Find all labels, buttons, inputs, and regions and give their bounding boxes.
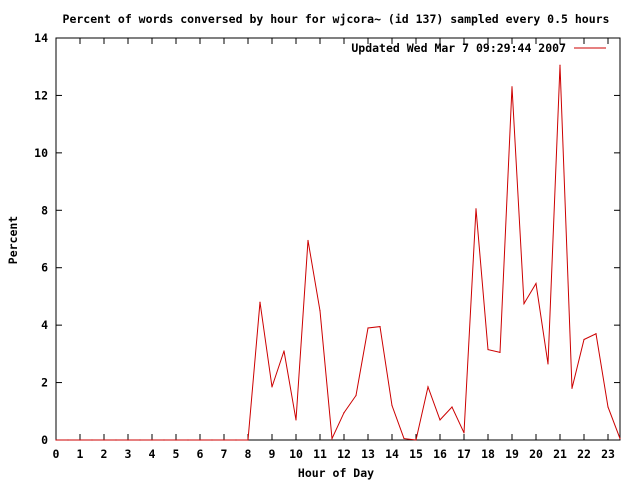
data-point [619, 437, 621, 440]
data-point [175, 439, 177, 441]
y-tick-label: 4 [41, 318, 48, 332]
data-point [367, 327, 369, 329]
data-point [559, 64, 561, 66]
data-point [355, 394, 357, 397]
data-point [415, 439, 417, 441]
y-tick-label: 10 [34, 146, 48, 160]
x-tick-label: 1 [77, 447, 84, 461]
data-point [319, 310, 321, 312]
x-tick-label: 5 [173, 447, 180, 461]
x-axis-label: Hour of Day [298, 466, 374, 480]
y-tick-label: 8 [41, 203, 48, 217]
legend-label: Updated Wed Mar 7 09:29:44 2007 [351, 41, 566, 55]
data-point [487, 348, 489, 351]
data-point [391, 404, 393, 407]
data-point [595, 333, 597, 335]
data-point [475, 208, 477, 210]
x-tick-label: 7 [221, 447, 228, 461]
x-axis-ticks: 0 1 2 3 4 5 6 7 8 9 10 11 12 13 14 15 16 17 18 19 20 21 22 23 [53, 38, 615, 461]
data-point [91, 439, 93, 441]
y-tick-label: 14 [34, 31, 48, 45]
x-tick-label: 12 [337, 447, 351, 461]
x-tick-label: 20 [529, 447, 543, 461]
data-point [499, 351, 501, 354]
x-tick-label: 13 [361, 447, 375, 461]
x-tick-label: 18 [481, 447, 495, 461]
data-point [379, 325, 381, 328]
x-tick-label: 4 [149, 447, 156, 461]
data-point [199, 439, 201, 441]
data-point [403, 437, 405, 440]
data-point [127, 439, 129, 441]
y-tick-label: 6 [41, 261, 48, 275]
data-point [307, 239, 309, 242]
x-tick-label: 23 [601, 447, 615, 461]
x-tick-label: 10 [289, 447, 303, 461]
data-point [451, 406, 453, 408]
data-point [547, 363, 549, 365]
data-point [211, 439, 213, 441]
data-point [115, 439, 117, 441]
x-tick-label: 11 [313, 447, 327, 461]
x-tick-label: 22 [577, 447, 591, 461]
data-point [223, 439, 225, 441]
y-tick-label: 12 [34, 88, 48, 102]
x-tick-label: 16 [433, 447, 447, 461]
data-point [463, 432, 465, 434]
data-point [163, 439, 165, 441]
y-tick-label: 2 [41, 376, 48, 390]
legend: Updated Wed Mar 7 09:29:44 2007 [351, 41, 606, 55]
y-axis-label: Percent [6, 216, 20, 265]
data-point [247, 439, 249, 441]
data-point [103, 439, 105, 441]
data-point [151, 439, 153, 441]
data-point [535, 282, 537, 285]
data-point [439, 419, 441, 421]
y-tick-label: 0 [41, 433, 48, 447]
x-tick-label: 15 [409, 447, 423, 461]
x-tick-label: 2 [101, 447, 108, 461]
data-point [331, 437, 333, 440]
x-tick-label: 17 [457, 447, 471, 461]
series-layer [55, 64, 621, 441]
data-point [259, 301, 261, 303]
x-tick-label: 9 [269, 447, 276, 461]
plot-frame [55, 37, 621, 441]
x-tick-label: 3 [125, 447, 132, 461]
data-point [79, 439, 81, 441]
data-point [427, 386, 429, 388]
data-point [187, 439, 189, 441]
data-point [283, 350, 285, 352]
data-point [583, 338, 585, 341]
data-point [67, 439, 69, 441]
data-point [523, 303, 525, 305]
data-point [235, 439, 237, 441]
chart-title: Percent of words conversed by hour for w… [63, 12, 610, 26]
data-point [511, 86, 513, 88]
data-point [295, 419, 297, 421]
series-line [56, 65, 621, 441]
data-point [139, 439, 141, 441]
x-tick-label: 19 [505, 447, 519, 461]
x-tick-label: 0 [53, 447, 60, 461]
data-point [607, 406, 609, 408]
x-tick-label: 8 [245, 447, 252, 461]
x-tick-label: 21 [553, 447, 567, 461]
data-point [271, 386, 273, 388]
data-point [571, 387, 573, 389]
data-point [343, 412, 345, 414]
data-point [55, 439, 57, 441]
y-axis-ticks: 0 2 4 6 8 10 12 14 [34, 31, 620, 447]
x-tick-label: 14 [385, 447, 399, 461]
x-tick-label: 6 [197, 447, 204, 461]
